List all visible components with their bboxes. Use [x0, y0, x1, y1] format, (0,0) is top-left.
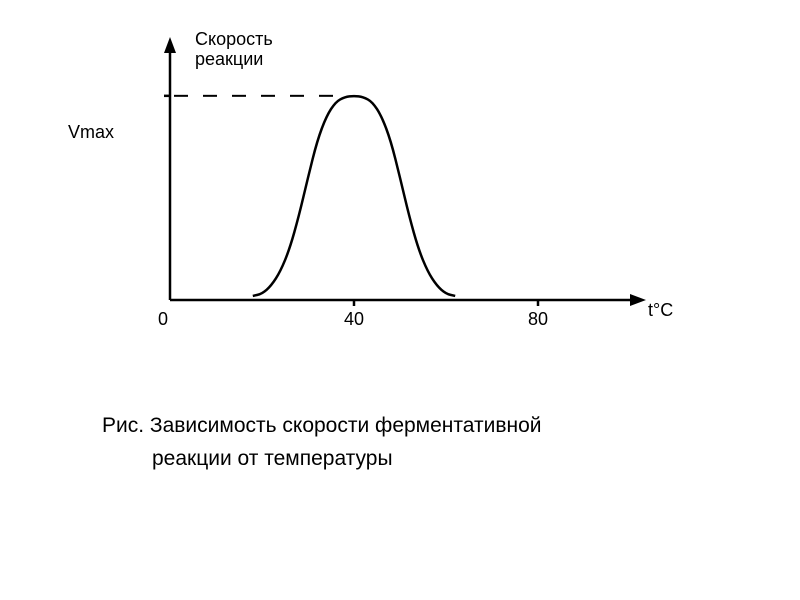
x-tick-labels: 0 40 80	[158, 300, 548, 329]
y-axis-label-line2: реакции	[195, 50, 273, 70]
svg-text:40: 40	[344, 309, 364, 329]
svg-text:80: 80	[528, 309, 548, 329]
y-axis-label: Скорость реакции	[195, 30, 273, 70]
caption-line1: Рис. Зависимость скорости ферментативной	[102, 410, 542, 443]
bell-curve	[253, 96, 455, 296]
svg-text:0: 0	[158, 309, 168, 329]
chart-area: 0 40 80	[110, 35, 650, 345]
y-axis-label-line1: Скорость	[195, 30, 273, 50]
axes-group	[164, 37, 646, 306]
x-axis-label: t°C	[648, 300, 673, 321]
caption-line2: реакции от температуры	[102, 443, 542, 476]
vmax-label: Vmax	[68, 122, 114, 143]
figure-caption: Рис. Зависимость скорости ферментативной…	[102, 410, 542, 475]
chart-svg: 0 40 80	[110, 35, 650, 345]
